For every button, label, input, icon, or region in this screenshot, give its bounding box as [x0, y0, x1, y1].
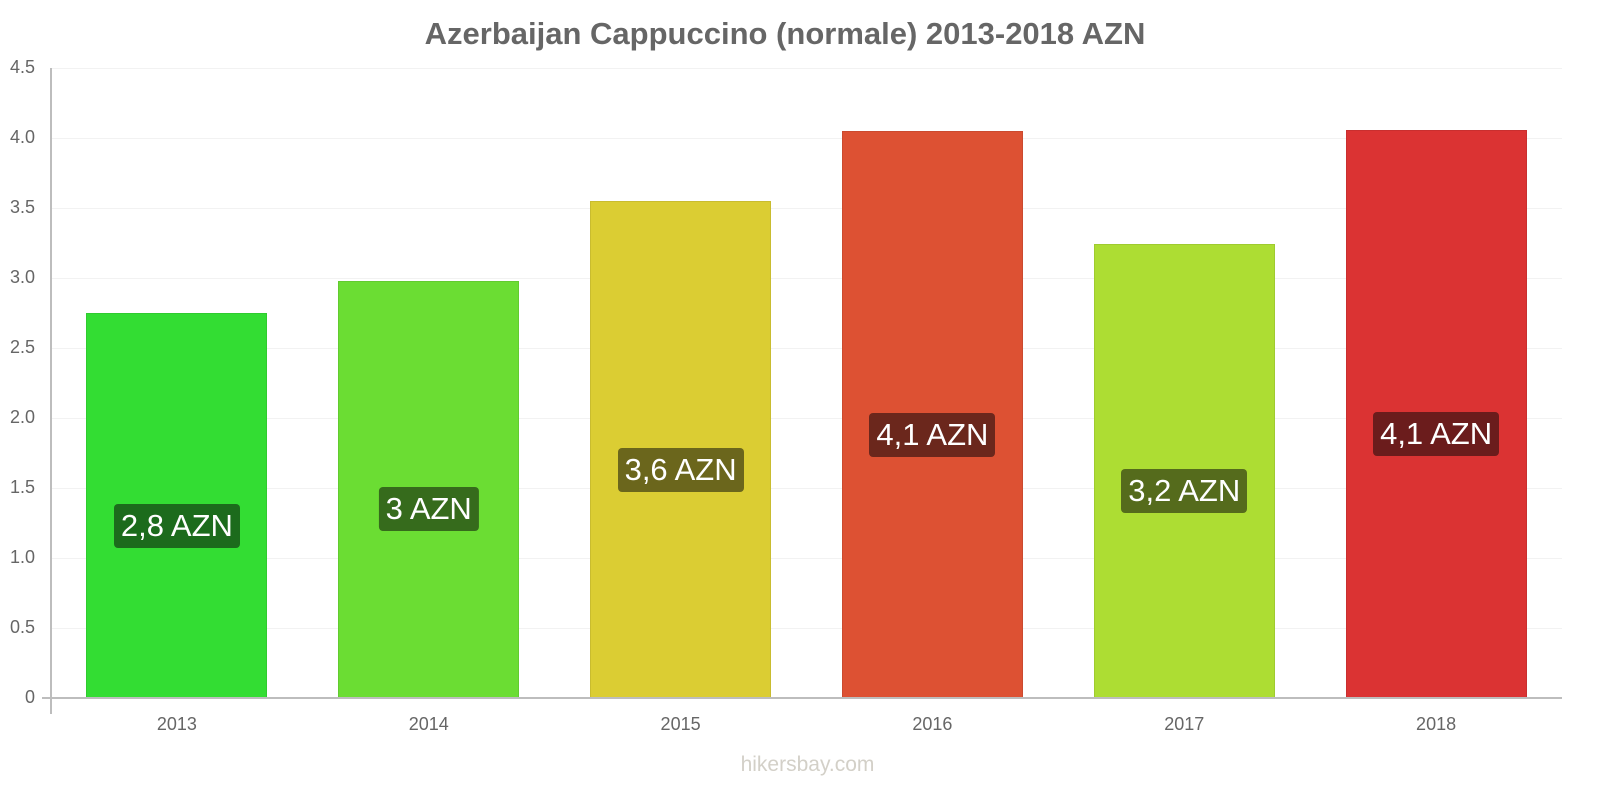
- gridline: [51, 558, 1562, 559]
- data-label: 3 AZN: [378, 487, 479, 532]
- gridline: [51, 208, 1562, 209]
- x-tick-label: 2016: [912, 714, 953, 734]
- y-tick-label: 3.0: [9, 267, 35, 287]
- x-axis-line: [42, 697, 1562, 699]
- gridline: [51, 138, 1562, 139]
- gridline: [51, 278, 1562, 279]
- data-label: 4,1 AZN: [869, 412, 996, 457]
- chart-title: Azerbaijan Cappuccino (normale) 2013-201…: [424, 16, 1146, 51]
- y-tick-label: 4.5: [9, 57, 35, 77]
- data-label: 3,6 AZN: [617, 447, 744, 492]
- y-tick-label: 1.0: [9, 547, 35, 567]
- y-tick-label: 2.0: [9, 407, 35, 427]
- x-tick-label: 2013: [156, 714, 197, 734]
- y-axis-line: [50, 68, 52, 714]
- y-tick-label: 4.0: [9, 127, 35, 147]
- gridline: [51, 628, 1562, 629]
- gridline: [51, 68, 1562, 69]
- data-label: 4,1 AZN: [1373, 411, 1500, 456]
- y-tick-label: 1.5: [9, 477, 35, 497]
- y-tick-label: 2.5: [9, 337, 35, 357]
- y-tick-label: 0.5: [9, 617, 35, 637]
- x-tick-label: 2017: [1164, 714, 1205, 734]
- x-tick-label: 2015: [660, 714, 701, 734]
- y-tick-label: 0: [24, 687, 35, 707]
- x-tick-label: 2014: [408, 714, 449, 734]
- data-label: 2,8 AZN: [113, 503, 240, 548]
- data-label: 3,2 AZN: [1121, 469, 1248, 514]
- watermark: hikersbay.com: [740, 753, 875, 776]
- y-tick-label: 3.5: [9, 197, 35, 217]
- gridline: [51, 348, 1562, 349]
- plot-area: 2,8 AZN 3 AZN 3,6 AZN 4,1 AZN 3,2 AZN 4,1 AZN: [51, 68, 1562, 699]
- gridline: [51, 418, 1562, 419]
- gridline: [51, 488, 1562, 489]
- x-tick-label: 2018: [1416, 714, 1457, 734]
